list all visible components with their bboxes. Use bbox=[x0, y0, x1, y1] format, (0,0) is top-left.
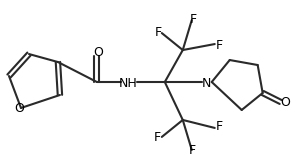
Text: F: F bbox=[189, 144, 196, 157]
Text: F: F bbox=[155, 26, 162, 39]
Text: F: F bbox=[216, 39, 223, 52]
Text: NH: NH bbox=[118, 77, 137, 89]
Text: O: O bbox=[281, 96, 291, 109]
Text: F: F bbox=[154, 131, 162, 144]
Text: F: F bbox=[190, 13, 197, 26]
Text: N: N bbox=[202, 77, 212, 89]
Text: F: F bbox=[216, 121, 223, 133]
Text: O: O bbox=[14, 102, 24, 116]
Text: O: O bbox=[93, 45, 103, 59]
